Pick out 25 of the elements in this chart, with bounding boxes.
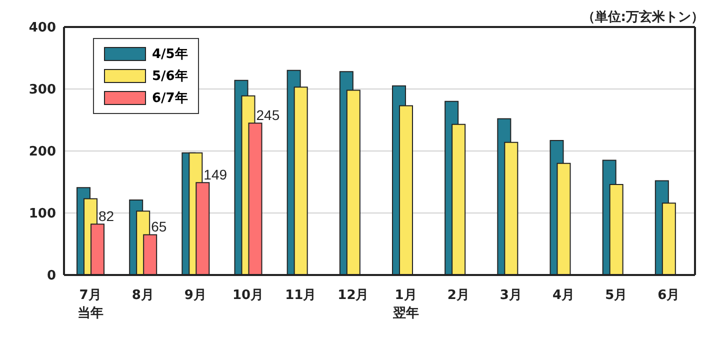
y-tick-label: 400 bbox=[28, 20, 56, 36]
legend-label: 4/5年 bbox=[152, 46, 188, 63]
x-tick-label: 6月 bbox=[658, 288, 680, 303]
text: （単位:万玄米トン） bbox=[582, 8, 704, 26]
x-tick-label: 5月 bbox=[605, 288, 628, 303]
x-tick-label: 11月 bbox=[285, 288, 316, 303]
x-tick-label: 12月 bbox=[338, 288, 369, 303]
y-tick-label: 200 bbox=[28, 144, 56, 160]
x-tick-label: 8月 bbox=[132, 288, 154, 303]
data-label: 245 bbox=[256, 107, 280, 124]
x-tick-label: 9月 bbox=[184, 288, 206, 303]
x-tick-label: 4月 bbox=[552, 288, 575, 303]
x-tick-label: 7月当年 bbox=[77, 288, 104, 321]
y-tick-label: 0 bbox=[46, 268, 56, 284]
y-tick-label: 100 bbox=[28, 206, 56, 222]
data-label: 149 bbox=[204, 166, 228, 183]
x-tick-label: 3月 bbox=[500, 288, 522, 303]
x-tick-label: 2月 bbox=[447, 288, 470, 303]
data-label: 82 bbox=[98, 208, 114, 224]
x-tick-label: 10月 bbox=[232, 288, 264, 303]
data-label: 65 bbox=[151, 218, 167, 235]
y-tick-label: 300 bbox=[28, 82, 56, 98]
legend-label: 5/6年 bbox=[152, 68, 188, 85]
legend-label: 6/7年 bbox=[152, 90, 188, 107]
x-tick-label: 1月翌年 bbox=[392, 288, 419, 321]
